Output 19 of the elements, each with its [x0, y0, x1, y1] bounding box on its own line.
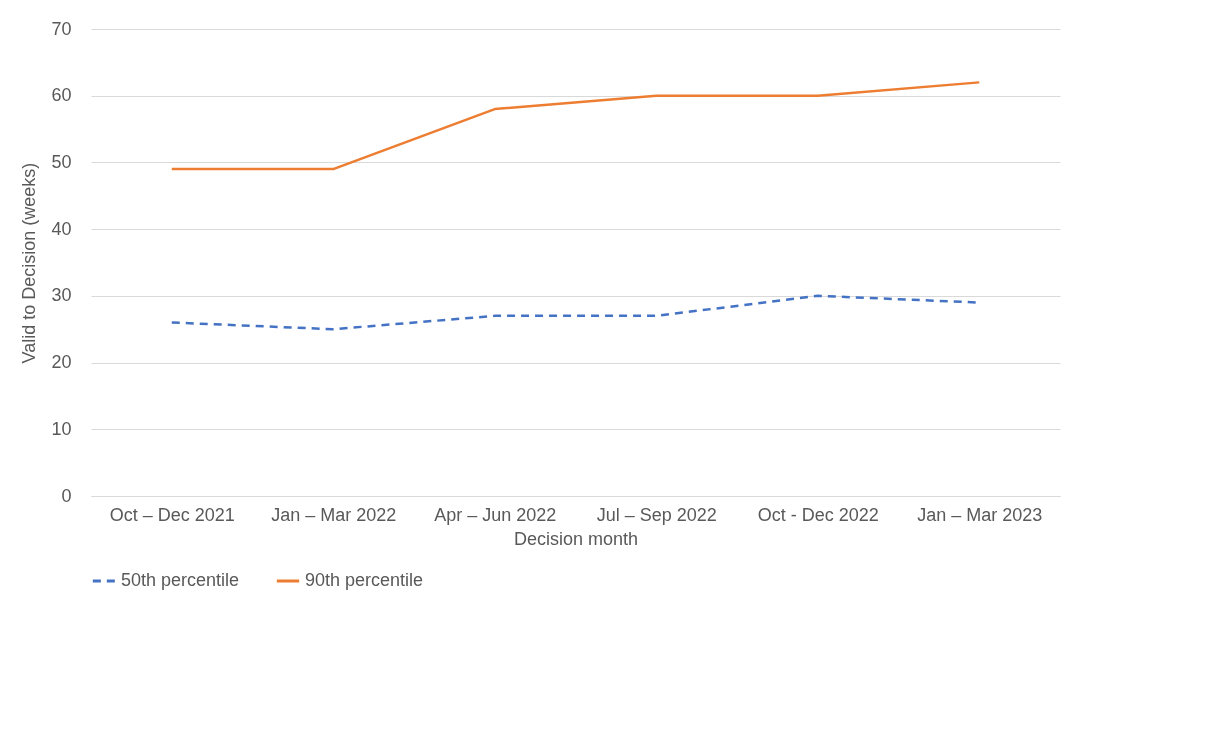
x-tick-label: Oct – Dec 2021 [109, 504, 235, 525]
x-tick-label: Jan – Mar 2022 [271, 504, 397, 525]
legend-label: 90th percentile [305, 570, 424, 590]
y-tick-label: 60 [51, 85, 72, 106]
x-tick-label: Jul – Sep 2022 [596, 504, 717, 525]
y-tick-label: 70 [51, 18, 72, 39]
x-tick-label: Apr – Jun 2022 [434, 504, 557, 525]
y-tick-label: 30 [51, 285, 72, 306]
y-tick-label: 20 [51, 352, 72, 373]
line-series [170, 81, 981, 171]
y-tick-label: 10 [51, 418, 72, 439]
y-tick-label: 40 [51, 218, 72, 239]
y-tick-label: 50 [51, 151, 72, 172]
legend-label: 50th percentile [121, 570, 240, 590]
x-tick-label: Oct - Dec 2022 [757, 504, 879, 525]
x-tick-label: Jan – Mar 2023 [917, 504, 1043, 525]
y-tick-label: 0 [61, 485, 72, 506]
x-axis-title: Decision month [513, 528, 639, 549]
y-axis-title: Valid to Decision (weeks) [19, 162, 40, 364]
